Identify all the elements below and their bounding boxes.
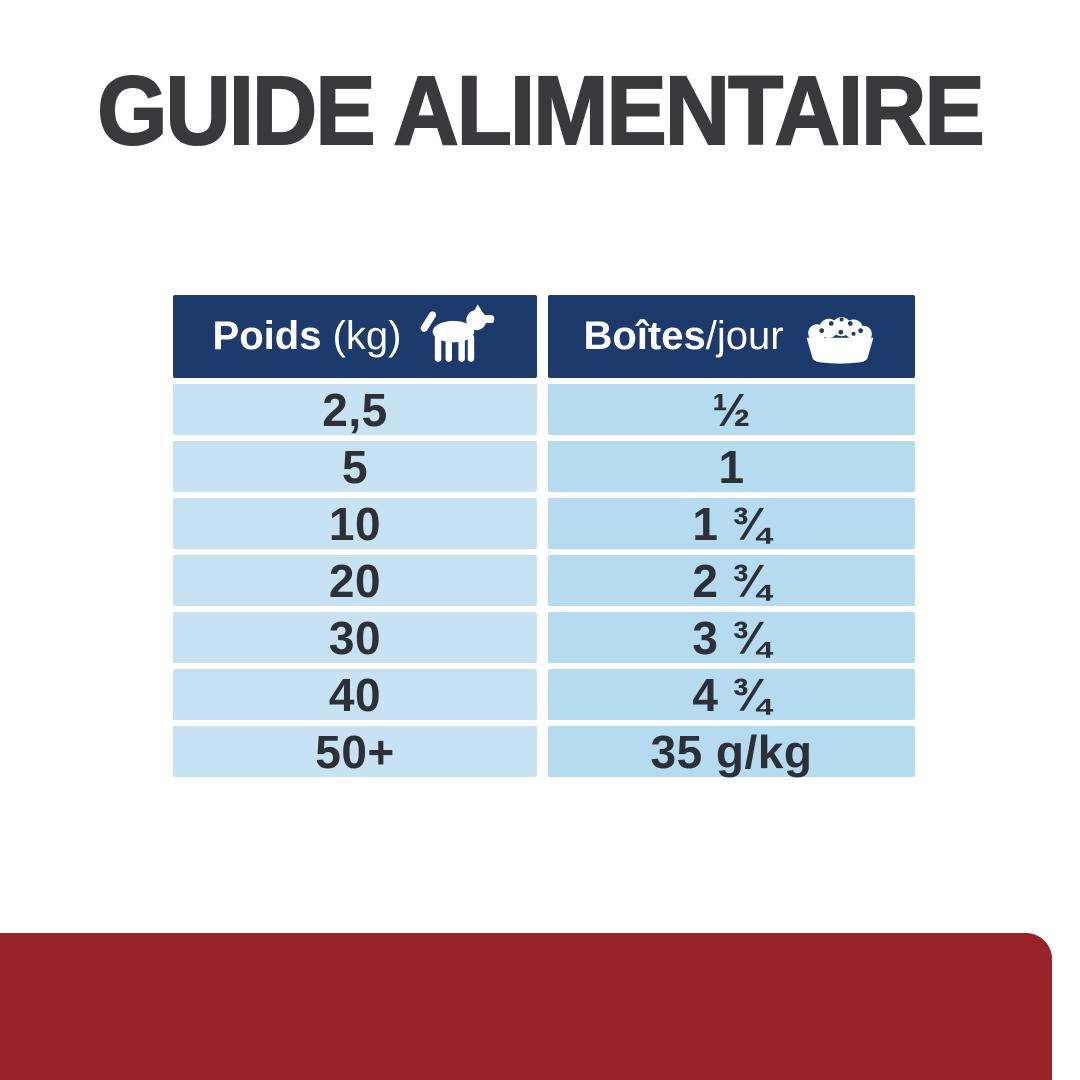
portion-cell: 2 ¾	[548, 555, 915, 607]
weight-cell: 5	[173, 441, 537, 493]
weight-header-unit: (kg)	[321, 314, 402, 358]
portions-header-unit: /jour	[705, 314, 784, 358]
dog-icon	[421, 303, 495, 362]
weight-cell: 10	[173, 498, 537, 550]
column-header-weight: Poids (kg)	[173, 295, 537, 378]
portion-cell: 3 ¾	[548, 612, 915, 664]
portion-cell: 35 g/kg	[548, 726, 915, 778]
weight-cell: 30	[173, 612, 537, 664]
red-footer-band	[0, 933, 1052, 1080]
feeding-table: Poids (kg) Boîtes/jour	[173, 295, 915, 778]
weight-header-label: Poids	[212, 314, 322, 358]
portion-cell: 4 ¾	[548, 669, 915, 721]
page-title: GUIDE ALIMENTAIRE	[96, 56, 985, 165]
column-header-portions: Boîtes/jour	[548, 295, 915, 378]
portion-cell: ½	[548, 384, 915, 436]
portion-cell: 1 ¾	[548, 498, 915, 550]
weight-cell: 2,5	[173, 384, 537, 436]
portions-header-label: Boîtes	[583, 314, 706, 358]
weight-cell: 20	[173, 555, 537, 607]
weight-cell: 40	[173, 669, 537, 721]
weight-cell: 50+	[173, 726, 537, 778]
food-bowl-icon	[806, 316, 873, 364]
portion-cell: 1	[548, 441, 915, 493]
